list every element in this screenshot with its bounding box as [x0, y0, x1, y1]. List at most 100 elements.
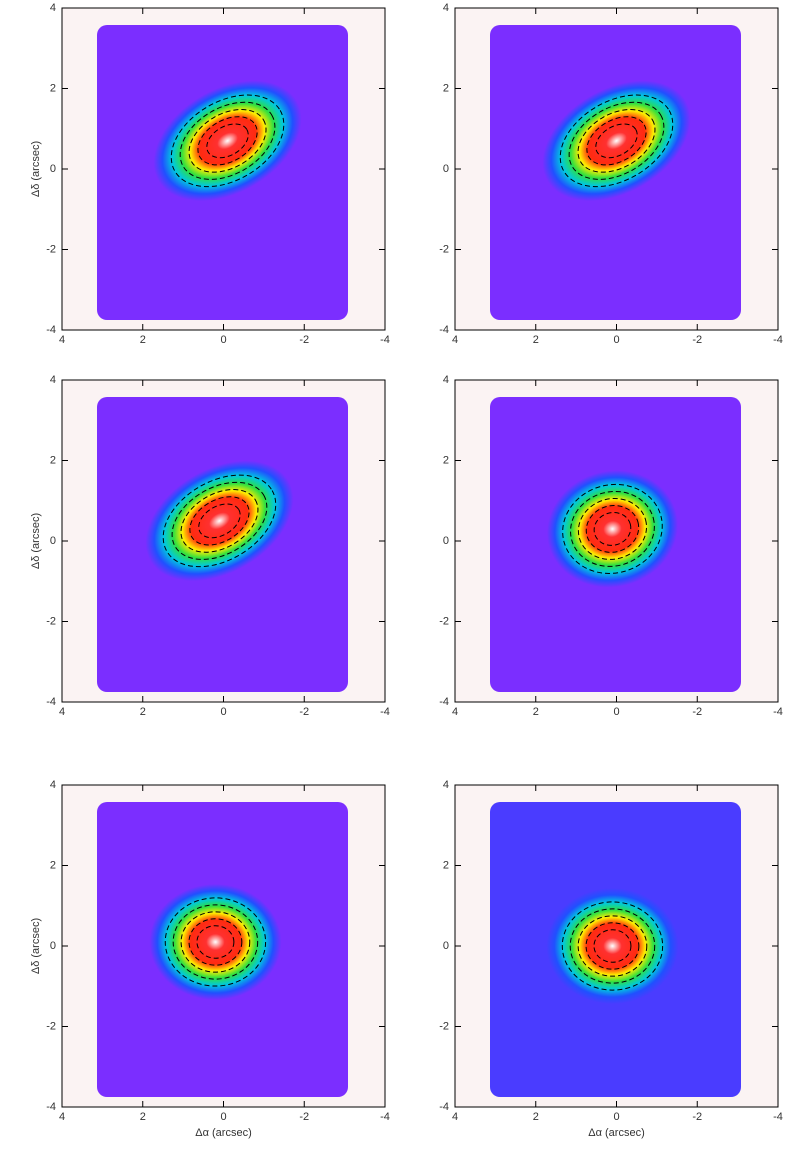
y-tick-label: 0 — [50, 163, 56, 175]
y-tick-label: -4 — [46, 324, 56, 336]
x-tick-label: -4 — [773, 334, 783, 346]
x-tick-label: -4 — [380, 1111, 390, 1123]
x-tick-label: 0 — [613, 706, 619, 718]
x-tick-label: 4 — [452, 706, 458, 718]
map — [97, 25, 348, 320]
y-tick-label: -2 — [46, 243, 56, 255]
x-tick-label: 0 — [220, 1111, 226, 1123]
y-tick-label: -4 — [439, 696, 449, 708]
emission-peak — [542, 80, 691, 202]
y-tick-label: -4 — [46, 1101, 56, 1113]
x-tick-label: -4 — [773, 1111, 783, 1123]
y-tick-label: 4 — [443, 779, 449, 791]
x-tick-label: -2 — [692, 706, 702, 718]
x-tick-label: 2 — [533, 334, 539, 346]
map — [97, 397, 348, 692]
contour — [559, 94, 674, 188]
x-tick-label: 2 — [533, 706, 539, 718]
y-axis-label: Δδ (arcsec) — [30, 918, 42, 974]
x-tick-label: 0 — [613, 334, 619, 346]
x-tick-label: -4 — [773, 706, 783, 718]
x-tick-label: 0 — [220, 706, 226, 718]
x-tick-label: -4 — [380, 334, 390, 346]
y-tick-label: 4 — [50, 779, 56, 791]
contour — [577, 915, 648, 977]
x-tick-label: 0 — [220, 334, 226, 346]
contour — [188, 109, 267, 173]
x-tick-label: 0 — [613, 1111, 619, 1123]
y-tick-label: 4 — [443, 374, 449, 386]
contour — [180, 489, 259, 553]
y-tick-label: 0 — [443, 163, 449, 175]
source — [546, 470, 678, 588]
y-tick-label: 0 — [443, 535, 449, 547]
contour — [206, 123, 249, 159]
emission-peak — [145, 460, 294, 582]
contour — [196, 925, 235, 959]
y-tick-label: 4 — [443, 2, 449, 14]
y-tick-label: -2 — [46, 615, 56, 627]
contour — [164, 897, 267, 987]
contour — [595, 123, 638, 159]
x-tick-label: -4 — [380, 706, 390, 718]
contour — [577, 109, 656, 173]
contour — [562, 483, 663, 574]
x-tick-label: 2 — [140, 1111, 146, 1123]
contour — [577, 497, 648, 560]
x-axis-label: Δα (arcsec) — [588, 1127, 645, 1139]
contour — [189, 496, 250, 546]
x-tick-label: 4 — [59, 706, 65, 718]
y-tick-label: -2 — [46, 1020, 56, 1032]
map — [490, 25, 741, 320]
source — [542, 80, 691, 202]
contour — [180, 911, 251, 973]
contour — [179, 101, 276, 180]
contour — [569, 908, 656, 984]
contour — [570, 490, 655, 567]
y-tick-label: -2 — [439, 615, 449, 627]
contour — [172, 904, 259, 980]
y-tick-label: -4 — [46, 696, 56, 708]
map — [490, 802, 741, 1097]
y-tick-label: 2 — [443, 82, 449, 94]
contour — [593, 512, 632, 546]
x-tick-label: 2 — [140, 334, 146, 346]
y-tick-label: 4 — [50, 2, 56, 14]
contour — [568, 101, 665, 180]
x-tick-label: 4 — [452, 334, 458, 346]
y-tick-label: 0 — [50, 535, 56, 547]
contour — [561, 901, 664, 991]
y-tick-label: -2 — [439, 243, 449, 255]
y-tick-label: 4 — [50, 374, 56, 386]
y-tick-label: -2 — [439, 1020, 449, 1032]
x-tick-label: 4 — [59, 334, 65, 346]
y-tick-label: 0 — [443, 940, 449, 952]
contour — [586, 116, 647, 166]
contour — [585, 922, 640, 970]
x-tick-label: -2 — [692, 334, 702, 346]
y-tick-label: 2 — [50, 859, 56, 871]
contour — [162, 474, 277, 568]
source — [546, 888, 679, 1004]
x-tick-label: -2 — [692, 1111, 702, 1123]
source — [145, 460, 294, 582]
y-tick-label: -4 — [439, 324, 449, 336]
contour — [585, 504, 640, 553]
x-tick-label: 4 — [452, 1111, 458, 1123]
source — [149, 883, 282, 1000]
x-tick-label: 2 — [140, 706, 146, 718]
emission-peak — [546, 888, 679, 1004]
y-tick-label: 2 — [50, 454, 56, 466]
y-tick-label: -4 — [439, 1101, 449, 1113]
x-tick-label: 2 — [533, 1111, 539, 1123]
y-axis-label: Δδ (arcsec) — [30, 141, 42, 197]
emission-peak — [153, 80, 302, 202]
emission-peak — [149, 883, 282, 1000]
x-tick-label: 4 — [59, 1111, 65, 1123]
y-tick-label: 2 — [50, 82, 56, 94]
x-tick-label: -2 — [299, 1111, 309, 1123]
emission-peak — [546, 470, 678, 588]
y-tick-label: 2 — [443, 454, 449, 466]
contour — [198, 503, 241, 539]
